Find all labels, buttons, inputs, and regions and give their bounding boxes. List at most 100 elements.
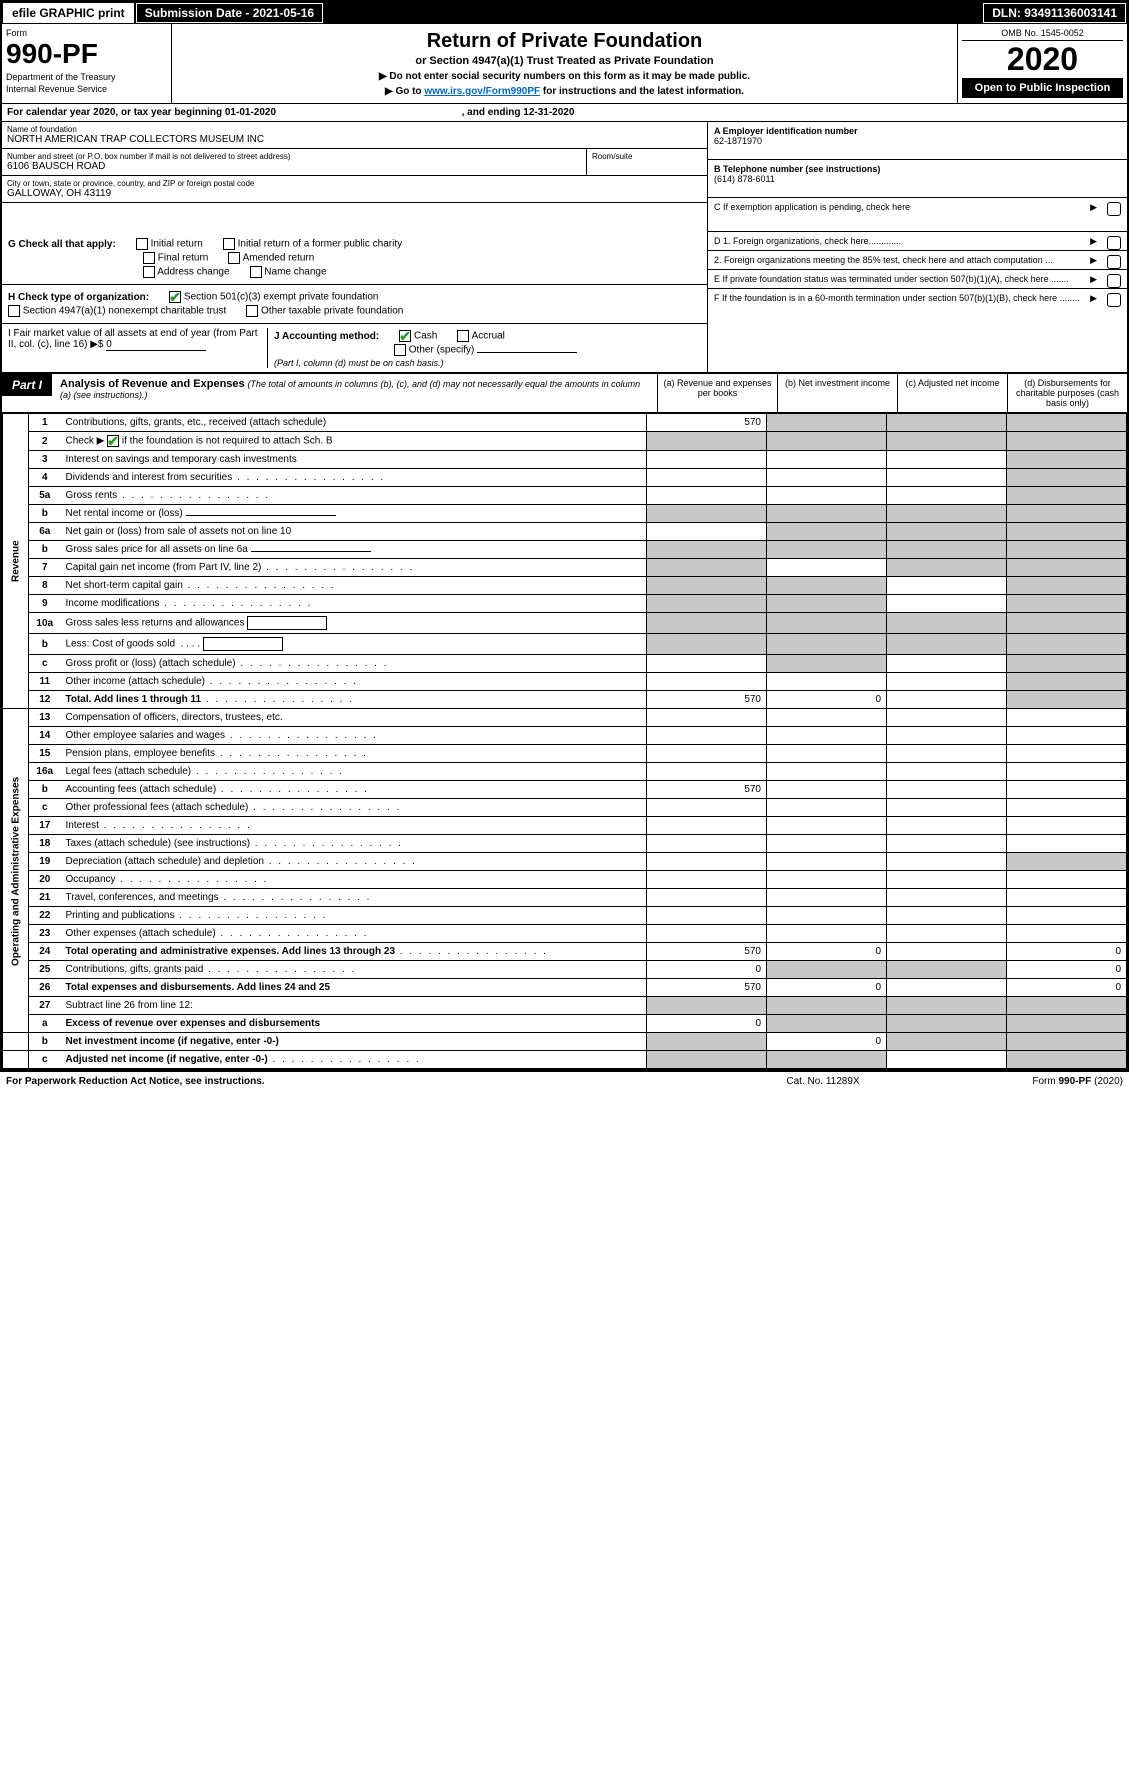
line-27b-b: 0 — [767, 1033, 887, 1051]
line-19: Depreciation (attach schedule) and deple… — [61, 853, 647, 871]
line-5b: Net rental income or (loss) — [61, 505, 647, 523]
calendar-year-row: For calendar year 2020, or tax year begi… — [2, 104, 1127, 122]
line-24-a: 570 — [647, 943, 767, 961]
initial-return-label: Initial return — [151, 239, 203, 250]
footer-right: Form 990-PF (2020) — [923, 1076, 1123, 1087]
col-d-header: (d) Disbursements for charitable purpose… — [1007, 374, 1127, 412]
submission-date: Submission Date - 2021-05-16 — [136, 3, 323, 23]
cal-mid: , and ending — [462, 107, 524, 118]
line-7: Capital gain net income (from Part IV, l… — [61, 559, 647, 577]
cal-pre: For calendar year 2020, or tax year begi… — [7, 107, 225, 118]
e-checkbox[interactable] — [1107, 274, 1121, 288]
line-16b: Accounting fees (attach schedule) — [61, 781, 647, 799]
line-26-b: 0 — [767, 979, 887, 997]
line-12-a: 570 — [647, 691, 767, 709]
initial-former-checkbox[interactable] — [223, 238, 235, 250]
line-2-checkbox[interactable] — [107, 435, 119, 447]
city-label: City or town, state or province, country… — [7, 179, 702, 188]
line-18: Taxes (attach schedule) (see instruction… — [61, 835, 647, 853]
f-checkbox[interactable] — [1107, 293, 1121, 307]
j-cash-checkbox[interactable] — [399, 330, 411, 342]
d2-checkbox[interactable] — [1107, 255, 1121, 269]
page-footer: For Paperwork Reduction Act Notice, see … — [0, 1071, 1129, 1091]
phone-label: B Telephone number (see instructions) — [714, 164, 1121, 174]
amended-return-label: Amended return — [243, 253, 315, 264]
line-4: Dividends and interest from securities — [61, 469, 647, 487]
line-27b: Net investment income (if negative, ente… — [61, 1033, 647, 1051]
line-26: Total expenses and disbursements. Add li… — [61, 979, 647, 997]
address-change-checkbox[interactable] — [143, 266, 155, 278]
final-return-checkbox[interactable] — [143, 252, 155, 264]
irs-link[interactable]: www.irs.gov/Form990PF — [424, 86, 540, 97]
expenses-side-label: Operating and Administrative Expenses — [3, 709, 29, 1033]
line-26-a: 570 — [647, 979, 767, 997]
form-number: 990-PF — [6, 38, 167, 70]
room-label: Room/suite — [592, 152, 702, 161]
part-1-title: Analysis of Revenue and Expenses — [60, 378, 245, 390]
line-27a-a: 0 — [647, 1015, 767, 1033]
g-label: G Check all that apply: — [8, 239, 116, 250]
form-header: Form 990-PF Department of the Treasury I… — [2, 24, 1127, 104]
h-other-label: Other taxable private foundation — [261, 306, 403, 317]
line-6b: Gross sales price for all assets on line… — [61, 541, 647, 559]
f-label: F If the foundation is in a 60-month ter… — [714, 293, 1080, 303]
arrow-icon: ▶ — [1090, 293, 1097, 304]
line-25-d: 0 — [1007, 961, 1127, 979]
line-26-d: 0 — [1007, 979, 1127, 997]
initial-former-label: Initial return of a former public charit… — [238, 239, 403, 250]
dept-treasury: Department of the Treasury — [6, 72, 167, 82]
arrow-icon: ▶ — [1090, 236, 1097, 247]
line-16c: Other professional fees (attach schedule… — [61, 799, 647, 817]
h-4947-checkbox[interactable] — [8, 305, 20, 317]
form-note-2: ▶ Go to www.irs.gov/Form990PF for instru… — [178, 86, 951, 97]
name-change-checkbox[interactable] — [250, 266, 262, 278]
address-label: Number and street (or P.O. box number if… — [7, 152, 581, 161]
line-24-d: 0 — [1007, 943, 1127, 961]
line-5a: Gross rents — [61, 487, 647, 505]
note2-post: for instructions and the latest informat… — [540, 86, 744, 97]
j-accrual-checkbox[interactable] — [457, 330, 469, 342]
line-16b-a: 570 — [647, 781, 767, 799]
line-14: Other employee salaries and wages — [61, 727, 647, 745]
e-label: E If private foundation status was termi… — [714, 274, 1069, 284]
name-change-label: Name change — [264, 267, 326, 278]
h-501c3-checkbox[interactable] — [169, 291, 181, 303]
j-other-label: Other (specify) — [409, 345, 475, 356]
d1-checkbox[interactable] — [1107, 236, 1121, 250]
note2-pre: ▶ Go to — [385, 86, 424, 97]
line-8: Net short-term capital gain — [61, 577, 647, 595]
d2-label: 2. Foreign organizations meeting the 85%… — [714, 255, 1053, 265]
form-note-1: ▶ Do not enter social security numbers o… — [178, 71, 951, 82]
foundation-name: NORTH AMERICAN TRAP COLLECTORS MUSEUM IN… — [7, 134, 702, 145]
line-9: Income modifications — [61, 595, 647, 613]
h-other-checkbox[interactable] — [246, 305, 258, 317]
line-2-desc: Check ▶ if the foundation is not require… — [61, 432, 647, 451]
shaded-cell — [887, 414, 1007, 432]
ein-label: A Employer identification number — [714, 126, 1121, 136]
footer-left: For Paperwork Reduction Act Notice, see … — [6, 1076, 723, 1087]
form-title: Return of Private Foundation — [178, 30, 951, 53]
line-27c: Adjusted net income (if negative, enter … — [61, 1051, 647, 1069]
line-24-b: 0 — [767, 943, 887, 961]
foundation-name-label: Name of foundation — [7, 125, 702, 134]
c-checkbox[interactable] — [1107, 202, 1121, 216]
initial-return-checkbox[interactable] — [136, 238, 148, 250]
tax-year: 2020 — [962, 41, 1123, 78]
line-22: Printing and publications — [61, 907, 647, 925]
col-a-header: (a) Revenue and expenses per books — [657, 374, 777, 412]
city-value: GALLOWAY, OH 43119 — [7, 188, 702, 199]
h-4947-label: Section 4947(a)(1) nonexempt charitable … — [23, 306, 226, 317]
h-label: H Check type of organization: — [8, 292, 149, 303]
j-other-checkbox[interactable] — [394, 344, 406, 356]
j-accrual-label: Accrual — [472, 331, 505, 342]
final-return-label: Final return — [158, 253, 209, 264]
form-label: Form — [6, 28, 167, 38]
line-27a: Excess of revenue over expenses and disb… — [61, 1015, 647, 1033]
part-1-label: Part I — [2, 374, 52, 396]
line-16a: Legal fees (attach schedule) — [61, 763, 647, 781]
open-public-label: Open to Public Inspection — [962, 78, 1123, 98]
line-23: Other expenses (attach schedule) — [61, 925, 647, 943]
footer-mid: Cat. No. 11289X — [723, 1076, 923, 1087]
amended-return-checkbox[interactable] — [228, 252, 240, 264]
line-21: Travel, conferences, and meetings — [61, 889, 647, 907]
